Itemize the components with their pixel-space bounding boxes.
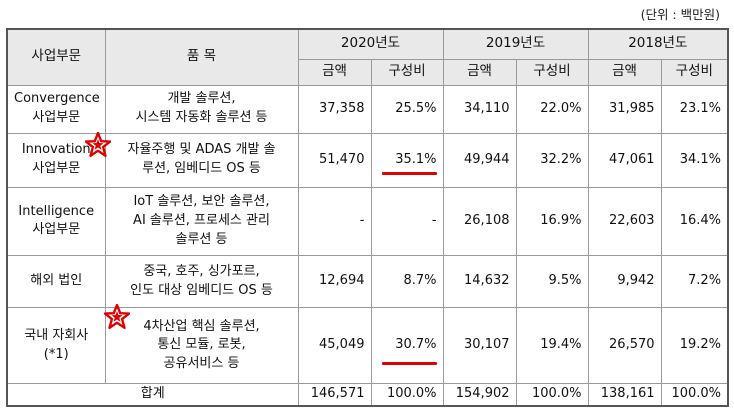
header-amount: 금액 [297, 58, 372, 86]
segment-line: (*1) [43, 346, 69, 362]
segment-line: 국내 자회사 [24, 327, 89, 343]
product-line: 중국, 호주, 싱가포르, [143, 263, 260, 279]
total-value: 100.0% [515, 383, 589, 407]
total-value: 154,902 [442, 383, 517, 407]
product-line: 개발 솔루션, [167, 91, 236, 107]
value-cell: 34.1% [660, 132, 729, 188]
value-cell: 32.2% [515, 132, 589, 188]
value-cell: 35.1% [370, 132, 444, 188]
segment-cell: Convergence 사업부문 [6, 84, 106, 134]
segment-line: 사업부문 [32, 110, 81, 126]
value-cell: 14,632 [442, 254, 517, 309]
total-value: 146,571 [297, 383, 372, 407]
product-line: 4차산업 핵심 솔루션, [143, 318, 260, 334]
red-underline [382, 362, 437, 365]
value-cell: 23.1% [660, 84, 729, 134]
table-row: 국내 자회사 (*1) 4차산업 핵심 솔루션, 통신 모듈, 로봇, 공유서비… [6, 307, 729, 385]
segment-line: Innovation [21, 142, 91, 158]
product-cell: 자율주행 및 ADAS 개발 솔 루션, 임베디드 OS 등 [104, 132, 299, 188]
value-cell: 12,694 [297, 254, 372, 309]
product-line: 통신 모듈, 로봇, [157, 337, 246, 353]
product-line: 공유서비스 등 [163, 356, 240, 372]
value-cell: 45,049 [297, 307, 372, 385]
value-cell: 16.4% [660, 186, 729, 257]
red-underline [382, 172, 437, 175]
product-line: IoT 솔루션, 보안 솔루션, [133, 194, 270, 210]
table-row: 해외 법인 중국, 호주, 싱가포르, 인도 대상 임베디드 OS 등 12,6… [6, 254, 729, 309]
product-line: 루션, 임베디드 OS 등 [142, 161, 261, 177]
table-row: Intelligence 사업부문 IoT 솔루션, 보안 솔루션, AI 솔루… [6, 186, 729, 257]
value-cell: 49,944 [442, 132, 517, 188]
segment-line: 사업부문 [32, 222, 81, 238]
segment-cell: Innovation 사업부문 [6, 132, 106, 188]
segment-line: Convergence [14, 91, 100, 107]
product-line: 솔루션 등 [175, 231, 228, 247]
value-cell: 37,358 [297, 84, 372, 134]
segment-line: 해외 법인 [30, 273, 83, 289]
value-cell: 26,570 [587, 307, 662, 385]
segment-cell: 국내 자회사 (*1) [6, 307, 106, 385]
header-ratio: 구성비 [515, 58, 589, 86]
value-cell: 8.7% [370, 254, 444, 309]
product-cell: 중국, 호주, 싱가포르, 인도 대상 임베디드 OS 등 [104, 254, 299, 309]
segment-cell: Intelligence 사업부문 [6, 186, 106, 257]
unit-note: (단위 : 백만원) [640, 7, 720, 22]
total-value: 100.0% [660, 383, 729, 407]
header-amount: 금액 [442, 58, 517, 86]
header-year-2018: 2018년도 [587, 28, 729, 60]
product-line: 자율주행 및 ADAS 개발 솔 [127, 142, 276, 158]
header-product: 품 목 [104, 28, 299, 86]
revenue-table: 사업부문 품 목 2020년도 2019년도 2018년도 금액 구성비 금액 … [6, 28, 730, 407]
value-cell: 19.2% [660, 307, 729, 385]
total-value: 100.0% [370, 383, 444, 407]
value-cell: 9.5% [515, 254, 589, 309]
star-icon [104, 304, 130, 329]
header-segment: 사업부문 [6, 28, 106, 86]
product-cell: IoT 솔루션, 보안 솔루션, AI 솔루션, 프로세스 관리 솔루션 등 [104, 186, 299, 257]
value-cell: 34,110 [442, 84, 517, 134]
value-cell: 7.2% [660, 254, 729, 309]
product-cell: 개발 솔루션, 시스템 자동화 솔루션 등 [104, 84, 299, 134]
value-cell: 31,985 [587, 84, 662, 134]
table-row: Convergence 사업부문 개발 솔루션, 시스템 자동화 솔루션 등 3… [6, 84, 729, 134]
product-cell: 4차산업 핵심 솔루션, 통신 모듈, 로봇, 공유서비스 등 [104, 307, 299, 385]
value-cell: 25.5% [370, 84, 444, 134]
segment-line: Intelligence [18, 203, 95, 219]
value-cell: 47,061 [587, 132, 662, 188]
total-label: 합계 [6, 383, 299, 407]
segment-line: 사업부문 [32, 161, 81, 177]
value-cell: 26,108 [442, 186, 517, 257]
value-cell: 51,470 [297, 132, 372, 188]
product-line: 시스템 자동화 솔루션 등 [135, 110, 268, 126]
total-row: 합계 146,571 100.0% 154,902 100.0% 138,161… [6, 383, 729, 407]
table-row: Innovation 사업부문 자율주행 및 ADAS 개발 솔 루션, 임베디… [6, 132, 729, 188]
header-ratio: 구성비 [370, 58, 444, 86]
value-cell: 30.7% [370, 307, 444, 385]
header-year-2020: 2020년도 [297, 28, 444, 60]
segment-cell: 해외 법인 [6, 254, 106, 309]
value-cell: - [297, 186, 372, 257]
star-icon [85, 132, 111, 157]
header-year-2019: 2019년도 [442, 28, 589, 60]
header-amount: 금액 [587, 58, 662, 86]
value-cell: - [370, 186, 444, 257]
value-cell: 30,107 [442, 307, 517, 385]
product-line: AI 솔루션, 프로세스 관리 [133, 212, 270, 228]
product-line: 인도 대상 임베디드 OS 등 [130, 282, 273, 298]
total-value: 138,161 [587, 383, 662, 407]
value-cell: 9,942 [587, 254, 662, 309]
value-cell: 22,603 [587, 186, 662, 257]
header-ratio: 구성비 [660, 58, 729, 86]
value-cell: 16.9% [515, 186, 589, 257]
value-cell: 22.0% [515, 84, 589, 134]
value-cell: 19.4% [515, 307, 589, 385]
